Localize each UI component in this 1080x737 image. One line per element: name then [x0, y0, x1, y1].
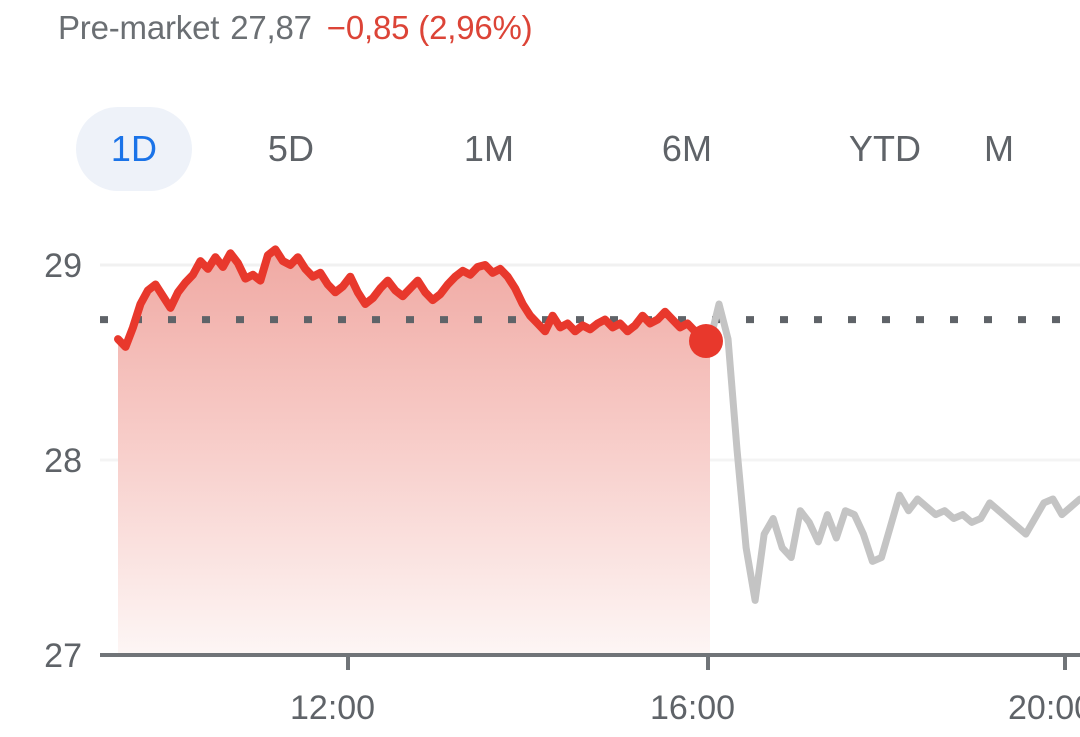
session-price-line [114, 245, 714, 351]
quote-change-absolute: −0,85 [326, 9, 410, 46]
range-tab-1d[interactable]: 1D [76, 107, 192, 191]
range-tab-5d-label: 5D [267, 128, 315, 169]
y-axis-label-28: 28 [44, 442, 82, 480]
range-tab-bar: 1D 5D 1M 6M YTD M [76, 107, 1054, 191]
y-axis-label-29: 29 [44, 247, 82, 285]
quote-price: 27,87 [230, 9, 312, 46]
chart-area-fill [118, 249, 710, 655]
range-tab-ytd-label: YTD [848, 128, 922, 169]
range-tab-max-label: M [984, 128, 1015, 169]
range-tab-6m[interactable]: 6M [588, 107, 786, 191]
range-tab-1m[interactable]: 1M [390, 107, 588, 191]
x-axis-label-2000: 20:00 [1008, 689, 1080, 727]
x-axis-label-1200: 12:00 [290, 689, 376, 727]
x-axis-ticks [346, 655, 1067, 670]
quote-change-percent: (2,96%) [418, 9, 533, 46]
session-label: Pre-market [58, 9, 220, 46]
last-price-marker [689, 324, 723, 359]
range-tab-6m-label: 6M [661, 128, 713, 169]
y-axis-label-27: 27 [44, 637, 82, 675]
quote-summary: Pre-market 27,87 −0,85 (2,96%) [58, 2, 533, 54]
range-tab-1m-label: 1M [463, 128, 515, 169]
price-chart[interactable]: 29 28 27 12:00 16:00 20:00 [0, 205, 1080, 727]
price-chart-canvas [100, 245, 1080, 670]
range-tab-1d-label: 1D [110, 128, 158, 169]
afterhours-price-line [706, 300, 1080, 604]
x-axis-label-1600: 16:00 [650, 689, 736, 727]
range-tab-ytd[interactable]: YTD [786, 107, 984, 191]
session-area-fill [118, 249, 710, 655]
range-tab-5d[interactable]: 5D [192, 107, 390, 191]
range-tab-max[interactable]: M [984, 107, 1054, 191]
